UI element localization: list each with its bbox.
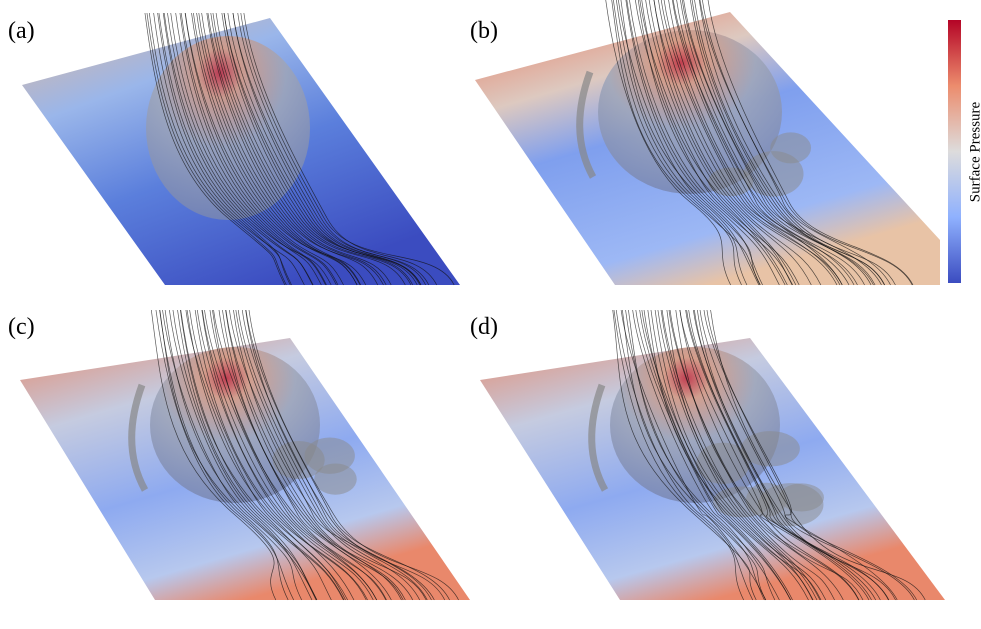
panel-label: (a) [8,18,35,44]
panel-label: (c) [8,314,35,340]
panel-label: (b) [470,18,498,44]
colorbar-label: Surface Pressure [967,101,981,202]
figure: (a) (b) (c) (d) Surface Pressure [0,0,981,629]
colorbar [948,20,961,283]
panels [20,0,945,600]
dome [146,36,310,220]
panel-label: (d) [470,314,498,340]
dome [610,347,780,503]
